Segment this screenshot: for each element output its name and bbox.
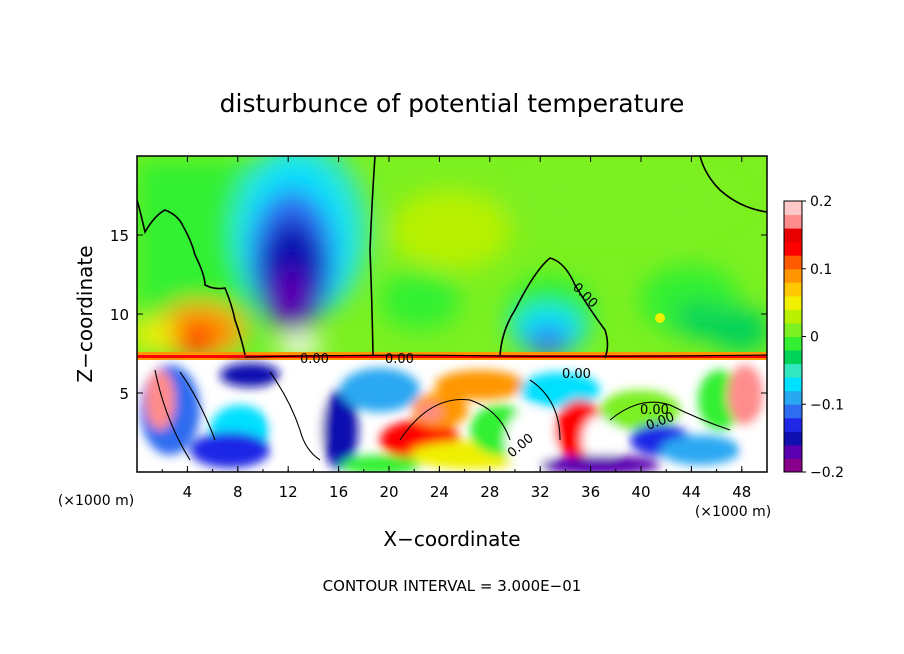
upper-field	[137, 156, 767, 360]
y-axis: 5 10 15	[110, 227, 767, 403]
colorbar-tick-label: −0.2	[810, 465, 844, 481]
contour-zero-dome	[499, 257, 609, 359]
y-tick-label: 10	[110, 306, 129, 324]
y-axis-label: Z−coordinate	[73, 245, 97, 382]
x-tick-label: 32	[531, 483, 550, 501]
colorbar-tick-label: 0.2	[810, 194, 832, 210]
colorbar-swatch	[784, 309, 802, 324]
colorbar-swatch	[784, 282, 802, 297]
colorbar-swatch	[784, 431, 802, 446]
x-tick-label: 24	[430, 483, 449, 501]
chart-title: disturbunce of potential temperature	[220, 89, 685, 118]
contour-lines	[137, 156, 767, 461]
x-tick-label: 4	[183, 483, 193, 501]
colorbar-swatch	[784, 377, 802, 392]
colorbar-tick-label: −0.1	[810, 397, 844, 413]
colorbar-swatch	[784, 295, 802, 310]
colorbar-swatch	[784, 228, 802, 243]
contour-zero-right	[699, 156, 767, 213]
y-tick-label: 5	[119, 385, 129, 403]
colorbar-swatch	[784, 241, 802, 256]
colorbar-swatch	[784, 255, 802, 270]
x-tick-label: 28	[480, 483, 499, 501]
colorbar-swatch	[784, 350, 802, 365]
x-tick-label: 48	[732, 483, 751, 501]
contour-label: 0.00	[640, 403, 669, 418]
field-blob	[655, 313, 665, 323]
colorbar-swatch	[784, 363, 802, 378]
x-tick-label: 16	[329, 483, 348, 501]
contour-interval-note: CONTOUR INTERVAL = 3.000E−01	[323, 577, 582, 595]
colorbar-swatch	[784, 201, 802, 216]
x-tick-label: 12	[279, 483, 298, 501]
colorbar-swatch	[784, 214, 802, 229]
interface-line	[137, 355, 767, 358]
contour-lower-b	[399, 379, 731, 441]
contour-lower-a	[154, 369, 321, 461]
y-tick-label: 15	[110, 227, 129, 245]
x-tick-label: 8	[233, 483, 243, 501]
x-axis: 4 8 12 16 20 24 28 32 36 40 44 48	[161, 156, 751, 501]
colorbar-swatch	[784, 458, 802, 473]
colorbar-frame	[783, 200, 803, 473]
colorbar-swatch	[784, 417, 802, 432]
x-unit-note-right: (×1000 m)	[695, 504, 771, 520]
colorbar: 0.2 0.1 0 −0.1 −0.2	[784, 194, 844, 481]
x-tick-label: 36	[581, 483, 600, 501]
colorbar-swatch	[784, 390, 802, 405]
contour-label: 0.00	[385, 352, 414, 367]
colorbar-swatch	[784, 336, 802, 351]
plot-area: 0.00 0.00 0.00 0.00 0.00 0.00 0.00	[137, 156, 767, 472]
colorbar-swatch	[784, 404, 802, 419]
contour-interface	[244, 354, 767, 358]
colorbar-tick-label: 0.1	[810, 262, 832, 278]
lower-field	[137, 360, 767, 472]
x-unit-note-left: (×1000 m)	[58, 493, 134, 509]
x-tick-label: 20	[379, 483, 398, 501]
contour-label: 0.00	[300, 352, 329, 367]
x-tick-label: 44	[682, 483, 701, 501]
colorbar-tick-label: 0	[810, 330, 819, 346]
colorbar-swatch	[784, 322, 802, 337]
contour-zero-left	[137, 199, 246, 356]
contour-zero-mid	[369, 156, 376, 356]
contour-label: 0.00	[562, 367, 591, 382]
x-tick-label: 40	[631, 483, 650, 501]
colorbar-swatch	[784, 268, 802, 283]
colorbar-swatch	[784, 444, 802, 459]
x-axis-label: X−coordinate	[383, 527, 520, 551]
